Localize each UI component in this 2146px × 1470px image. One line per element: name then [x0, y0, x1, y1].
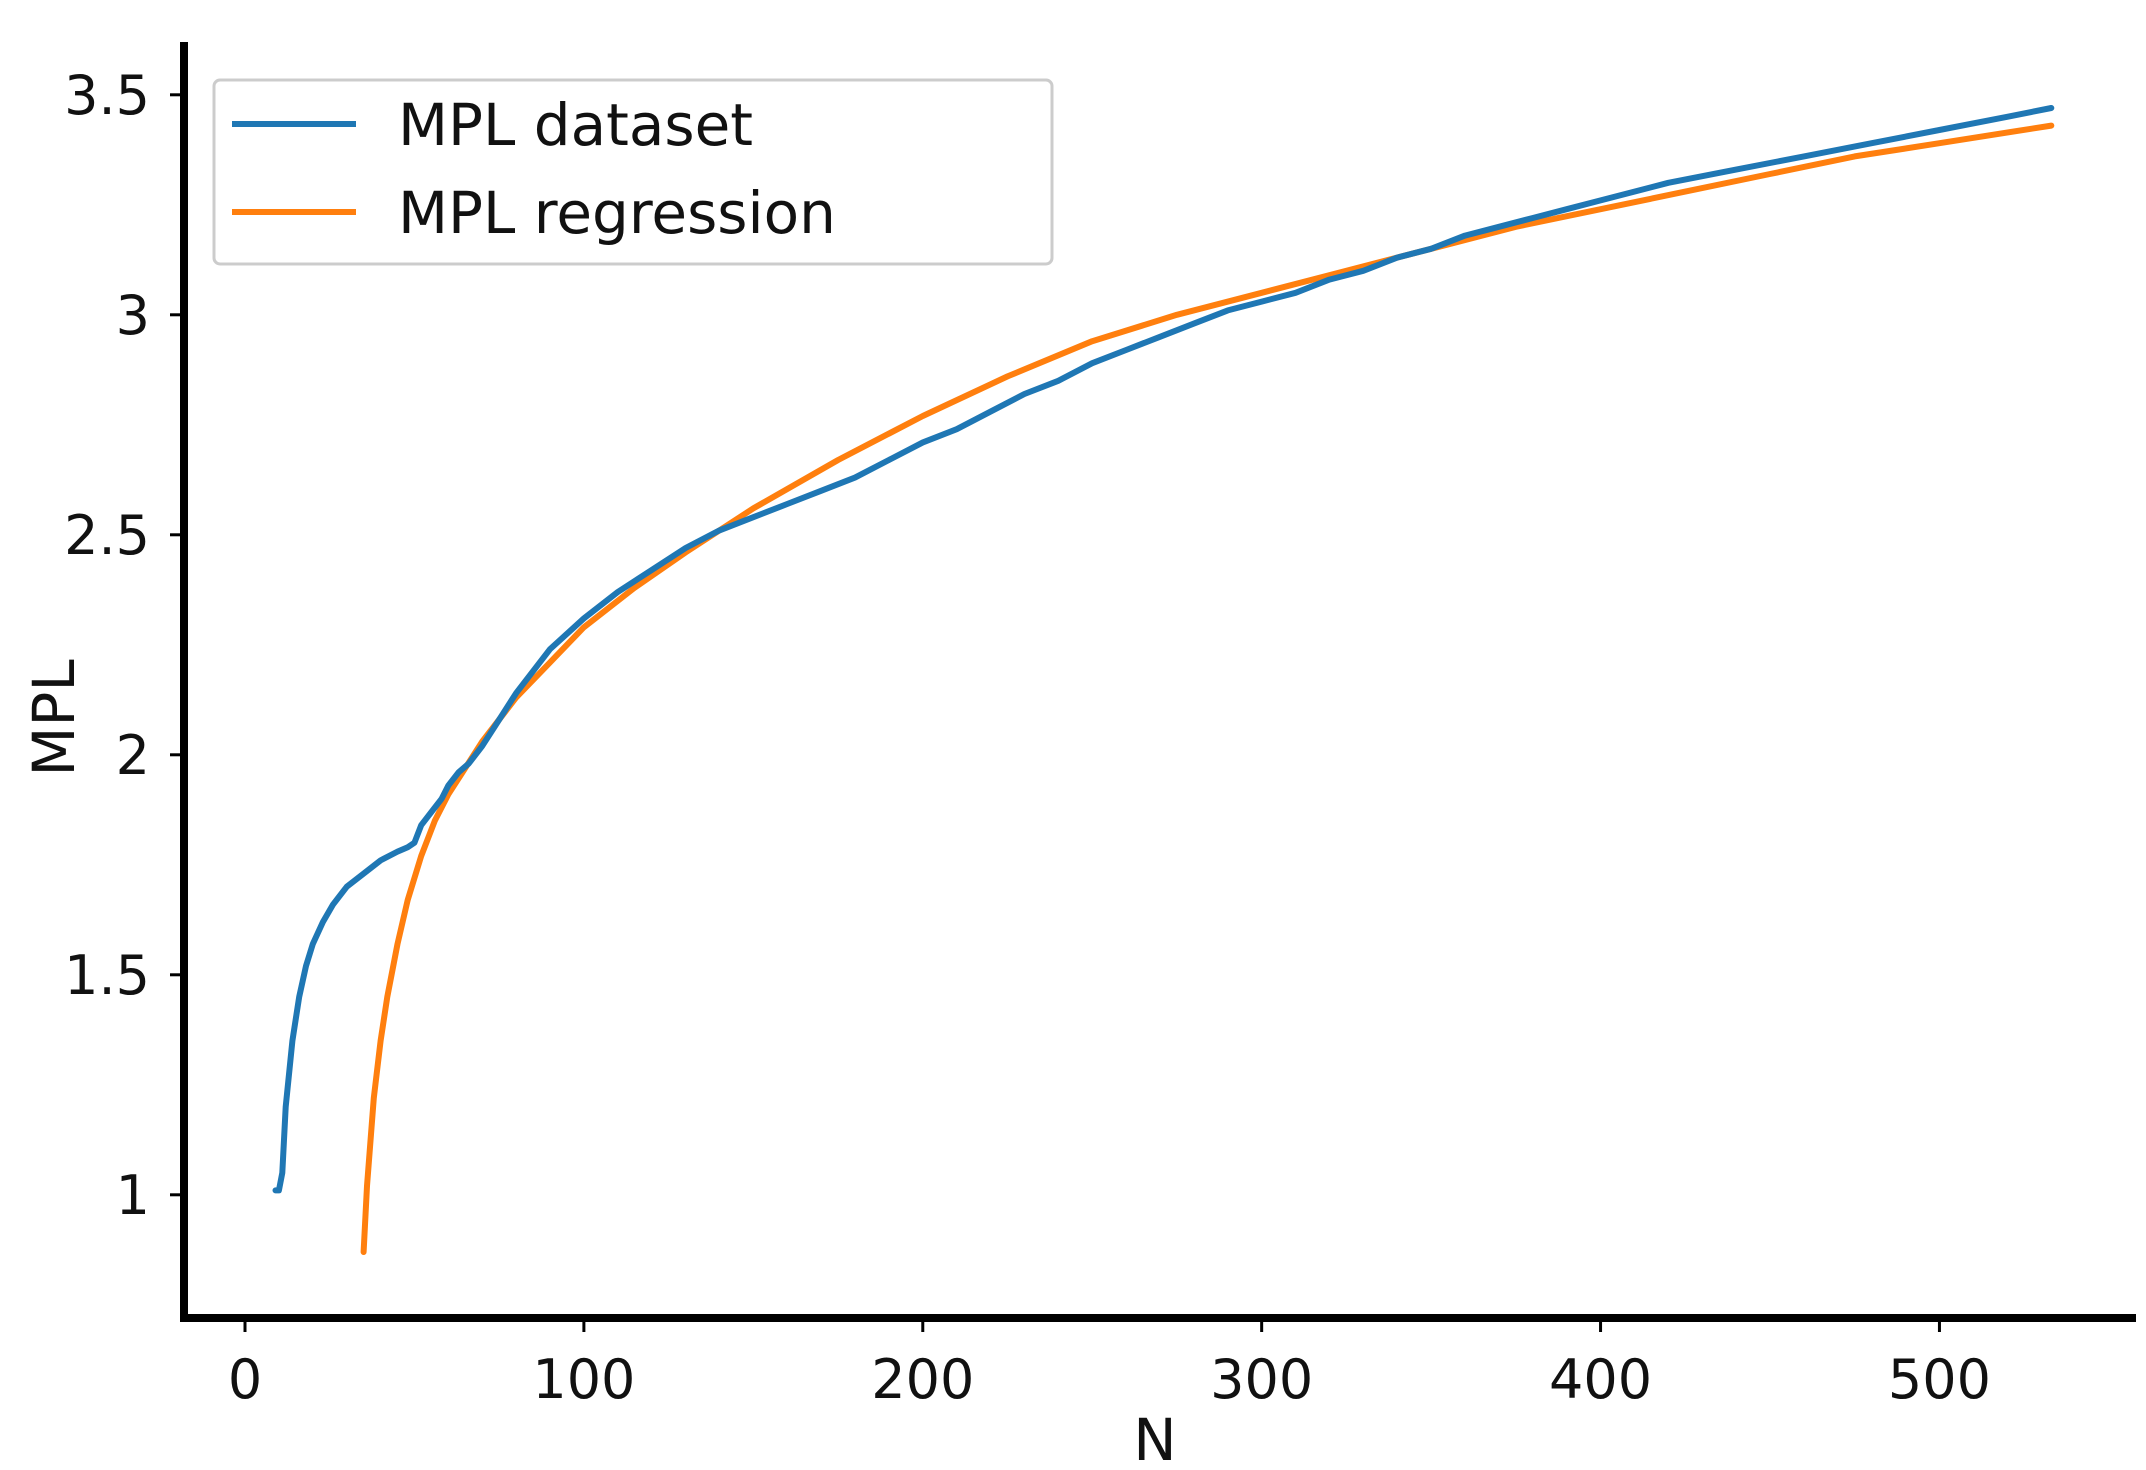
x-tick-label: 0 — [228, 1348, 262, 1411]
y-tick-label: 3.5 — [64, 64, 150, 127]
y-tick-label: 2 — [116, 724, 150, 787]
series-line-mpl-dataset — [272, 105, 2055, 1194]
y-ticks: 1 1.5 2 2.5 3 3.5 — [64, 64, 184, 1227]
x-tick-label: 500 — [1888, 1348, 1991, 1411]
legend-label-mpl-regression: MPL regression — [398, 179, 836, 247]
axes — [180, 42, 2136, 1322]
y-tick-label: 3 — [116, 284, 150, 347]
plot-marks — [272, 105, 2055, 1255]
legend-frame — [212, 78, 1054, 266]
x-tick-label: 200 — [871, 1348, 974, 1411]
x-ticks: 0 100 200 300 400 500 — [228, 1318, 1991, 1411]
legend-label-mpl-dataset: MPL dataset — [398, 91, 753, 159]
y-tick-label: 1.5 — [64, 944, 150, 1007]
x-tick-label: 100 — [532, 1348, 635, 1411]
x-axis-label: N — [1133, 1406, 1176, 1470]
y-axis-label: MPL — [20, 659, 88, 776]
y-tick-label: 2.5 — [64, 504, 150, 567]
legend: MPL dataset MPL regression — [212, 78, 1054, 266]
series-line-mpl-regression — [360, 122, 2055, 1255]
x-tick-label: 400 — [1549, 1348, 1652, 1411]
x-tick-label: 300 — [1210, 1348, 1313, 1411]
y-tick-label: 1 — [116, 1164, 150, 1227]
